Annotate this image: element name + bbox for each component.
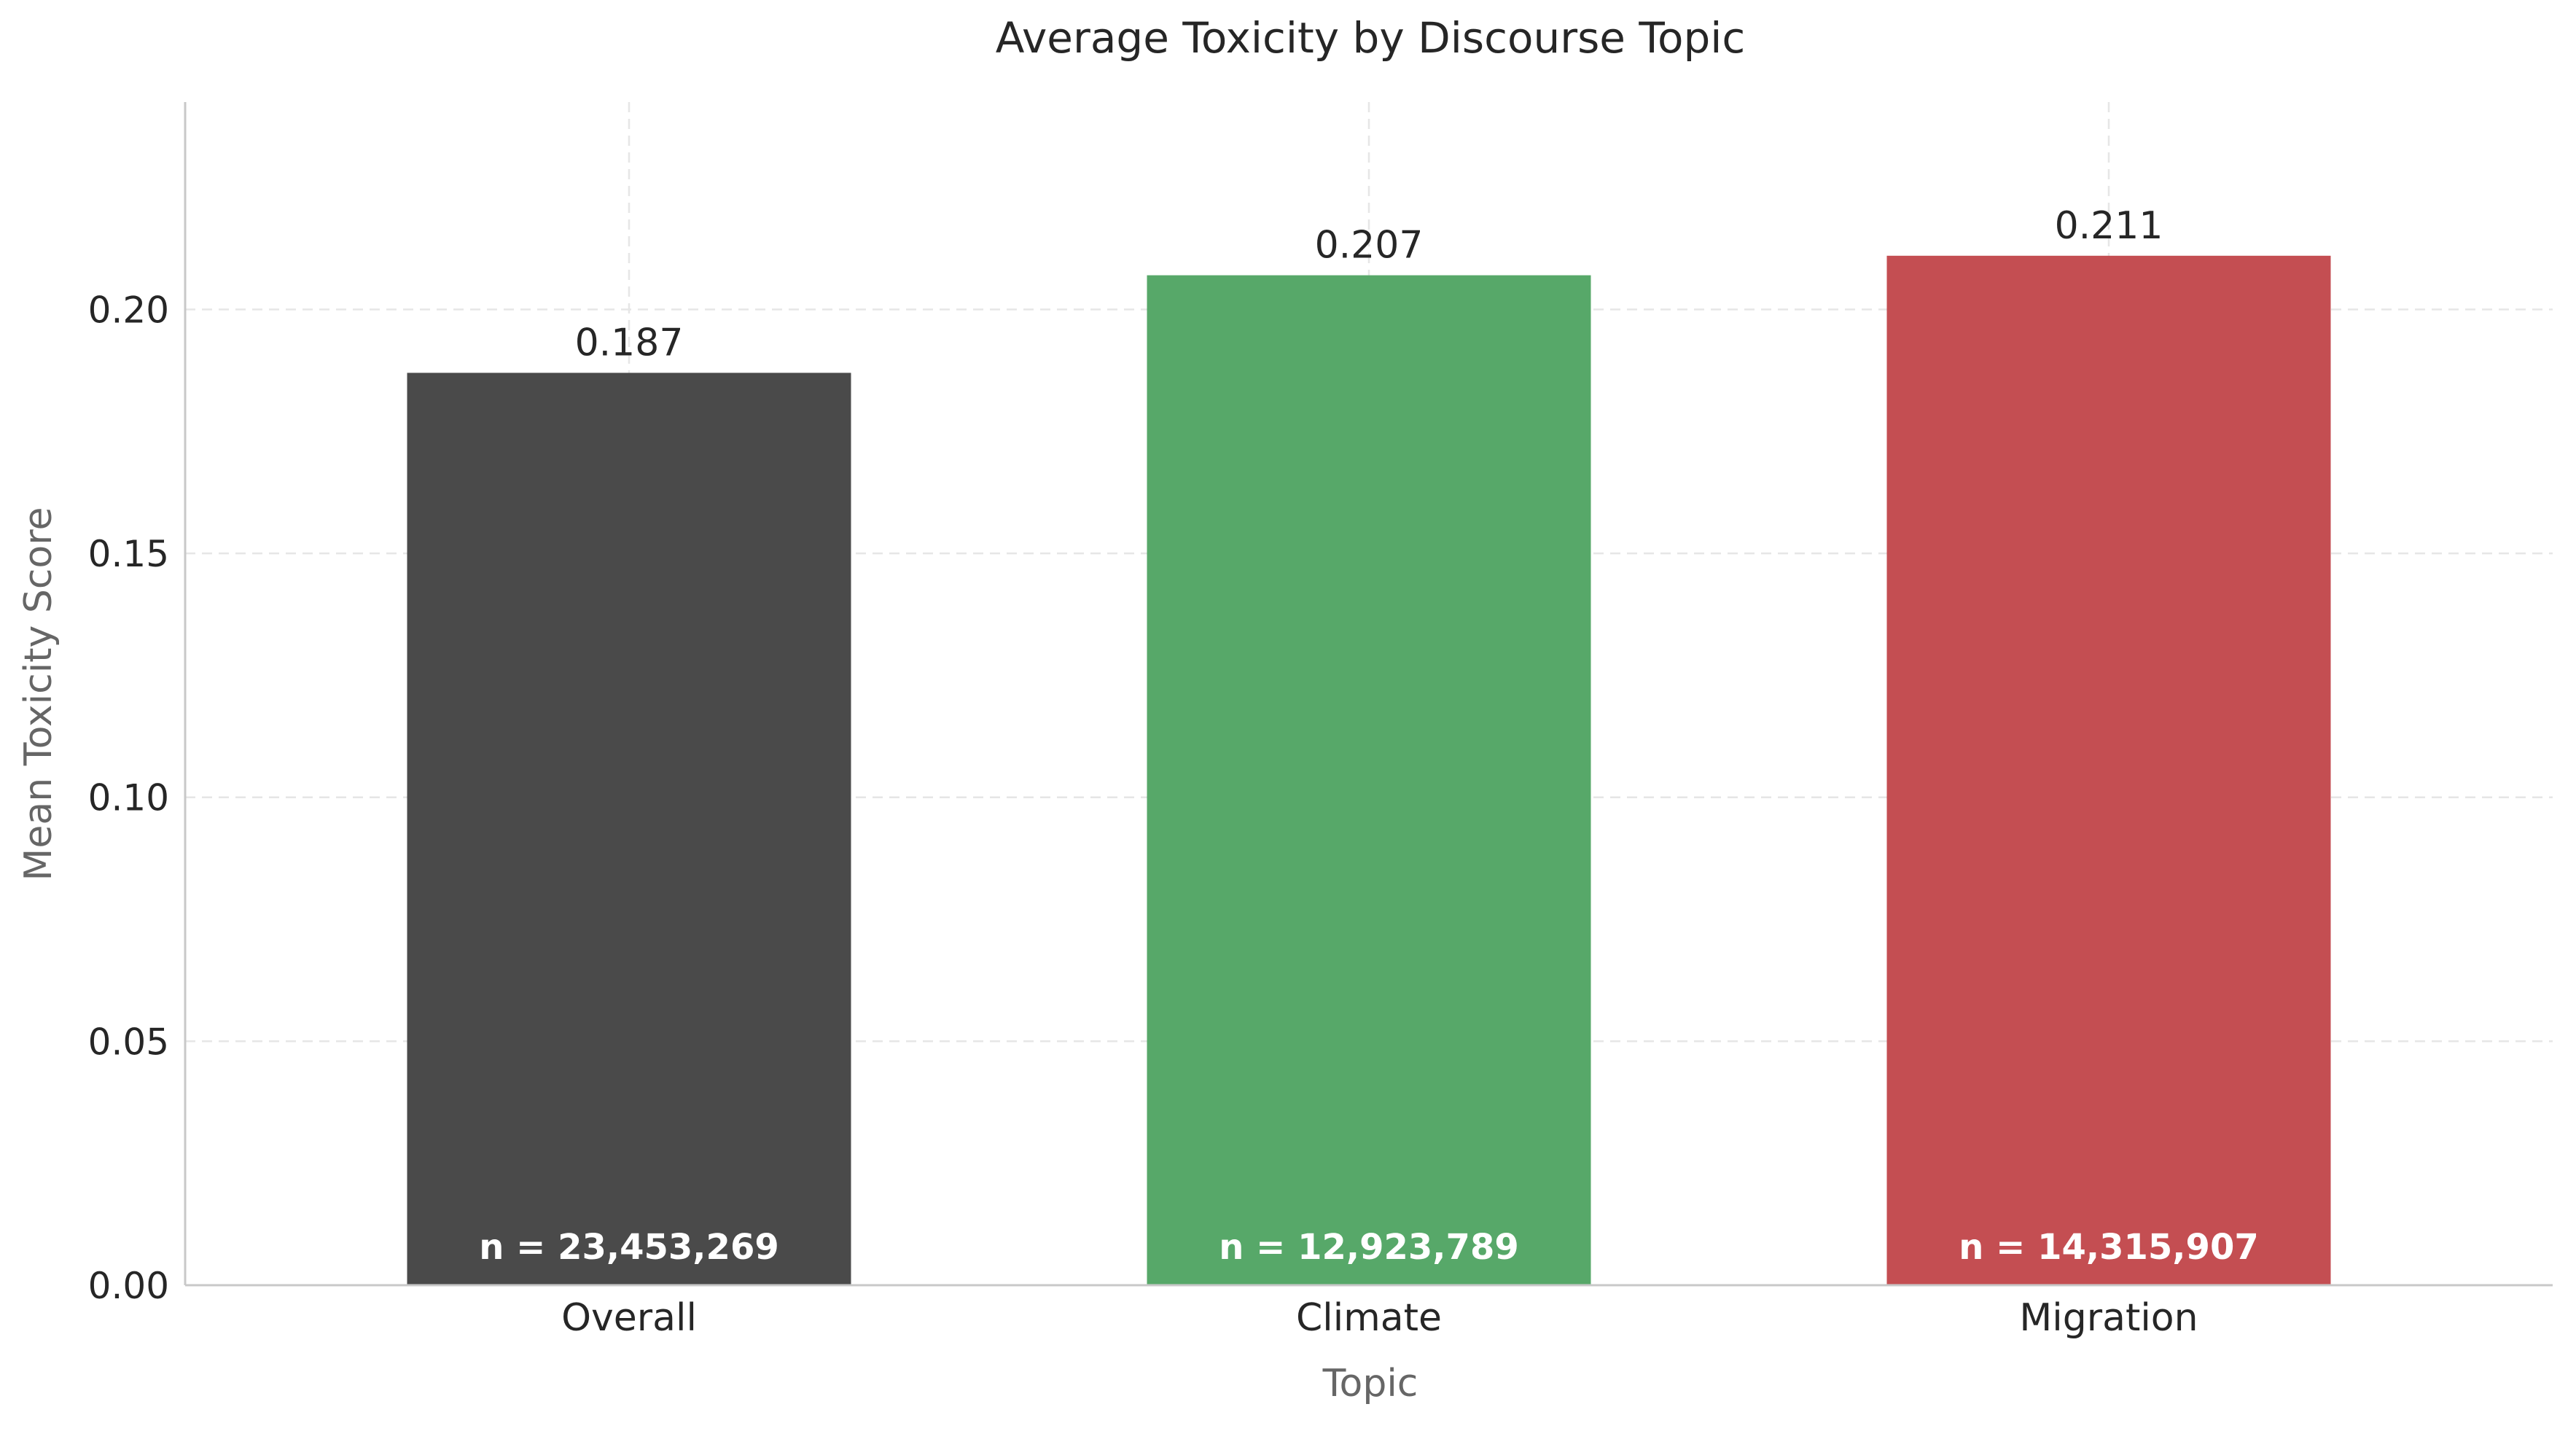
y-tick-label: 0.05 [88, 1021, 169, 1063]
bar-migration [1886, 255, 2331, 1285]
value-label-migration: 0.211 [2055, 204, 2163, 248]
count-label-climate: n = 12,923,789 [1219, 1227, 1518, 1268]
x-axis-title: Topic [1322, 1362, 1418, 1405]
value-label-climate: 0.207 [1315, 224, 1424, 268]
y-tick-label: 0.15 [88, 533, 169, 575]
y-tick-label: 0.20 [88, 289, 169, 331]
count-label-overall: n = 23,453,269 [479, 1227, 778, 1268]
chart-title: Average Toxicity by Discourse Topic [996, 13, 1746, 63]
x-tick-label-overall: Overall [561, 1296, 697, 1340]
bar-climate [1147, 275, 1591, 1286]
y-tick-label: 0.00 [88, 1265, 169, 1307]
value-label-overall: 0.187 [575, 321, 684, 364]
count-label-migration: n = 14,315,907 [1959, 1227, 2258, 1268]
data-labels: 0.187 0.207 0.211 n = 23,453,269 n = 12,923,… [479, 204, 2258, 1268]
bar-overall [407, 373, 851, 1286]
x-tick-label-migration: Migration [2019, 1296, 2198, 1340]
y-axis-title: Mean Toxicity Score [17, 507, 61, 881]
axes [184, 102, 2553, 1287]
bars [407, 255, 2331, 1286]
x-tick-label-climate: Climate [1296, 1296, 1442, 1340]
tick-labels: 0.00 0.05 0.10 0.15 0.20 Overall Climate Migrat… [88, 289, 2198, 1340]
y-tick-label: 0.10 [88, 777, 169, 819]
